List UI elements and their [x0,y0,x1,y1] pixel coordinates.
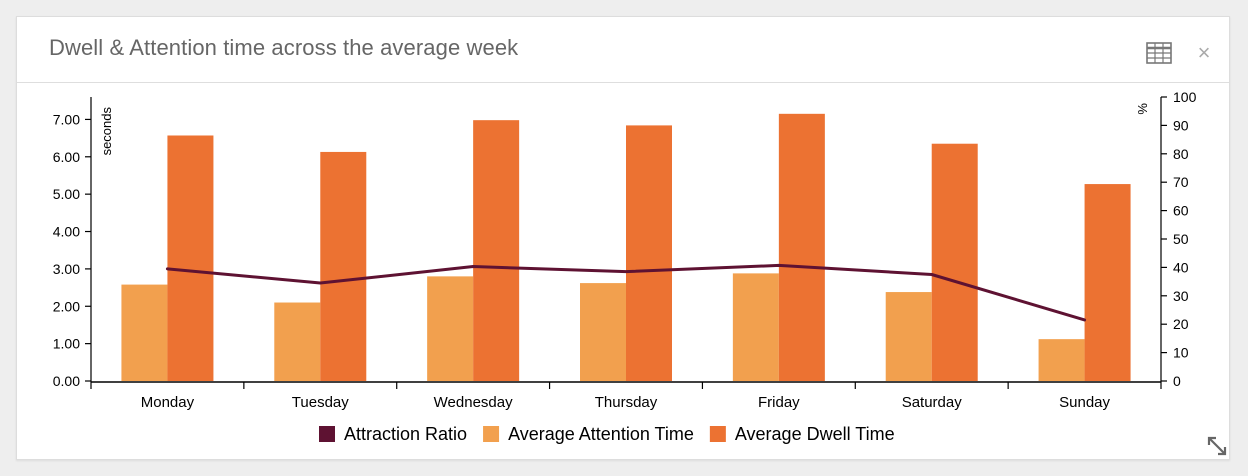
legend-swatch [709,426,726,442]
bar-average-dwell-time [931,143,978,381]
bar-average-attention-time [274,302,321,381]
table-icon[interactable] [1145,39,1173,67]
right-tick-label: 0 [1173,373,1181,389]
bar-average-dwell-time [473,120,520,381]
legend-swatch [319,426,335,442]
x-tick-label: Saturday [902,394,963,411]
bar-average-attention-time [732,273,779,381]
chart-title: Dwell & Attention time across the averag… [49,35,519,60]
bar-average-dwell-time [167,135,214,381]
x-tick-label: Tuesday [292,394,349,411]
bar-average-attention-time [580,283,626,381]
right-tick-label: 80 [1173,146,1189,162]
left-tick-label: 4.00 [53,224,80,240]
bar-average-attention-time [1038,339,1085,381]
right-axis-title: % [1135,103,1150,115]
right-tick-label: 10 [1173,345,1189,361]
bar-average-dwell-time [1084,184,1131,381]
left-tick-label: 6.00 [53,149,80,165]
legend-swatch [483,426,500,442]
x-tick-label: Wednesday [434,394,513,411]
bar-average-attention-time [885,292,932,381]
left-axis-title: seconds [99,107,114,156]
card-header: Dwell & Attention time across the averag… [17,17,1229,83]
bar-average-dwell-time [626,125,672,382]
bar-average-dwell-time [778,113,825,381]
bar-average-attention-time [121,284,168,381]
expand-icon-graphic [1207,436,1227,456]
right-tick-label: 100 [1173,89,1197,105]
x-tick-label: Friday [758,394,800,411]
right-tick-label: 60 [1173,203,1189,219]
line-attraction-ratio [165,263,1087,322]
chart-svg: 0.00 1.00 2.00 3.00 4.00 5.00 6.00 7.00 seconds 0… [53,89,1197,444]
left-tick-label: 3.00 [53,261,80,277]
x-tick-label: Sunday [1059,394,1110,411]
right-tick-label: 30 [1173,288,1189,304]
right-tick-label: 40 [1173,259,1189,275]
legend-label: Attraction Ratio [344,424,467,444]
left-tick-label: 0.00 [53,373,80,389]
right-tick-label: 50 [1173,231,1189,247]
close-icon[interactable]: × [1197,40,1211,65]
x-tick-label: Thursday [595,394,658,411]
bar-average-dwell-time [320,151,367,381]
expand-icon[interactable] [1206,435,1228,457]
left-tick-label: 1.00 [53,336,80,352]
x-tick-label: Monday [141,394,195,411]
left-tick-label: 5.00 [53,186,80,202]
legend-label: Average Attention Time [508,424,694,444]
right-tick-label: 90 [1173,117,1189,133]
chart-card: Dwell & Attention time across the averag… [16,16,1230,460]
legend-label: Average Dwell Time [735,424,895,444]
right-tick-label: 70 [1173,174,1189,190]
bar-average-attention-time [427,276,474,381]
table-icon-graphic [1146,42,1172,64]
right-tick-label: 20 [1173,316,1189,332]
left-tick-label: 2.00 [53,298,80,314]
left-tick-label: 7.00 [53,111,80,127]
